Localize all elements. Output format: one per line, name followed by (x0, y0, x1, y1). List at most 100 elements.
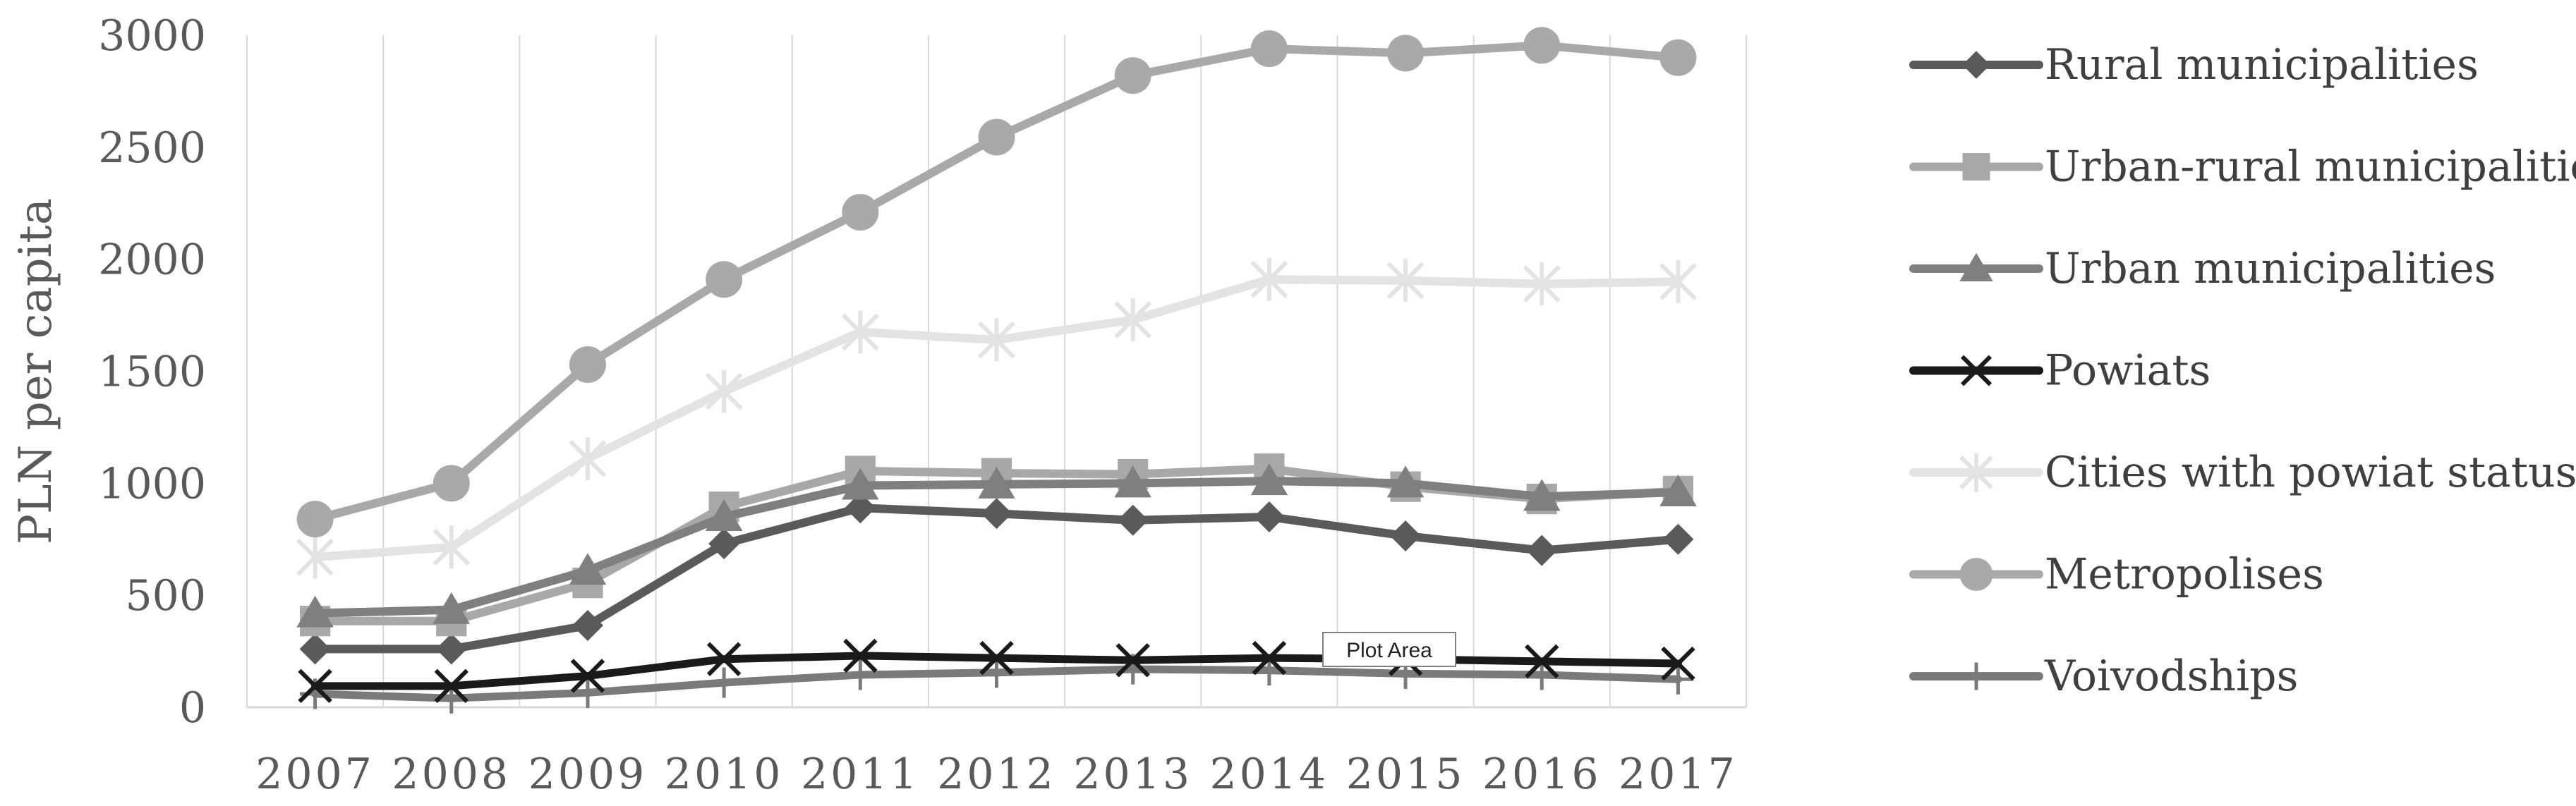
x-tick-label: 2011 (801, 750, 920, 799)
data-point-diamond (1662, 523, 1694, 555)
y-tick-label: 2000 (98, 236, 206, 285)
series-metropolises (296, 27, 1697, 538)
data-point-x (570, 659, 605, 693)
x-tick-label: 2014 (1210, 750, 1329, 799)
data-point-star (705, 370, 743, 413)
x-tick-label: 2016 (1482, 750, 1602, 799)
data-point-diamond (1253, 501, 1285, 532)
data-point-x (1252, 640, 1287, 676)
x-tick-label: 2013 (1073, 750, 1192, 799)
data-point-diamond (1526, 535, 1558, 566)
data-point-circle (978, 118, 1015, 156)
tooltip-text: Plot Area (1346, 639, 1432, 662)
legend-item: Voivodships (1909, 652, 2298, 701)
y-tick-label: 2500 (98, 123, 206, 173)
data-point-triangle (1523, 479, 1561, 511)
data-point-star (1523, 262, 1561, 305)
data-point-x (843, 638, 878, 673)
x-tick-label: 2012 (937, 750, 1056, 799)
data-point-x (434, 668, 468, 704)
data-point-circle (706, 261, 743, 298)
legend-label: Metropolises (2045, 550, 2324, 599)
vertical-gridlines (246, 35, 1747, 707)
tooltip-box (1322, 632, 1456, 667)
data-point-diamond (1962, 51, 1990, 79)
x-tick-label: 2009 (528, 750, 648, 799)
x-tick-label: 2010 (665, 750, 784, 799)
data-point-square (1962, 153, 1990, 181)
data-point-star (1959, 453, 1993, 492)
data-point-star (841, 310, 879, 354)
data-point-diamond (1390, 520, 1422, 551)
y-tick-label: 1500 (98, 348, 206, 397)
data-point-star (1659, 260, 1697, 303)
data-point-diamond (1117, 504, 1149, 536)
data-point-diamond (708, 528, 740, 560)
series-layer (296, 27, 1697, 714)
data-point-plus (1962, 662, 1990, 690)
legend-item: Urban-rural municipalities (1909, 142, 2576, 192)
data-point-diamond (572, 610, 603, 642)
y-axis-label: PLN per capita (10, 198, 62, 544)
data-point-x (1960, 355, 1993, 386)
legend-label: Voivodships (2044, 652, 2298, 701)
data-point-triangle (1386, 465, 1425, 498)
data-point-star (569, 437, 607, 480)
data-point-diamond (845, 492, 876, 524)
data-point-circle (1387, 35, 1425, 72)
legend-label: Urban municipalities (2045, 244, 2496, 293)
data-point-circle (842, 193, 879, 231)
data-point-triangle (842, 468, 879, 500)
data-point-triangle (1250, 463, 1288, 496)
data-point-star (1386, 259, 1425, 303)
data-point-circle (1250, 30, 1288, 68)
data-point-triangle (1959, 252, 1993, 281)
data-point-plus (708, 667, 739, 698)
data-point-triangle (569, 553, 607, 585)
y-tick-label: 500 (125, 571, 206, 621)
data-point-x (1525, 644, 1559, 679)
legend-item: Urban municipalities (1909, 244, 2496, 293)
data-point-triangle (705, 499, 743, 531)
legend-label: Rural municipalities (2045, 40, 2479, 90)
data-point-plus (572, 677, 603, 708)
x-axis-tick-labels: 2007 2008 2009 2010 2011 2012 2013 2014 2015 2016… (255, 750, 1738, 799)
legend-label: Cities with powiat status (2045, 448, 2576, 497)
y-axis-tick-labels: 0 500 1000 1500 2000 2500 3000 (98, 11, 206, 733)
legend-item: Cities with powiat status (1909, 448, 2576, 497)
y-tick-label: 0 (179, 683, 206, 733)
data-point-star (1114, 298, 1152, 341)
y-tick-label: 1000 (98, 459, 206, 508)
data-point-plus (1662, 664, 1694, 695)
data-point-plus (981, 657, 1012, 688)
data-point-star (1250, 257, 1288, 301)
data-point-triangle (978, 466, 1015, 499)
data-point-circle (1959, 558, 1993, 591)
legend-label: Urban-rural municipalities (2045, 142, 2576, 192)
x-tick-label: 2017 (1619, 750, 1738, 799)
data-point-x (979, 640, 1014, 676)
plot-area-tooltip: Plot Area (1322, 632, 1456, 667)
data-point-circle (1659, 39, 1697, 76)
data-point-circle (1114, 57, 1151, 94)
x-tick-label: 2008 (392, 750, 511, 799)
data-point-star (296, 535, 334, 579)
data-point-diamond (299, 633, 331, 665)
data-point-diamond (981, 498, 1012, 530)
data-point-star (433, 525, 471, 569)
data-point-x (1115, 643, 1150, 678)
data-point-triangle (433, 592, 471, 624)
data-point-star (978, 318, 1015, 362)
data-point-x (298, 668, 332, 704)
x-tick-label: 2007 (255, 750, 375, 799)
data-point-triangle (1659, 475, 1697, 507)
data-point-circle (433, 465, 470, 502)
data-point-x (1661, 646, 1695, 681)
data-point-circle (1523, 27, 1561, 64)
data-point-circle (296, 501, 334, 538)
data-point-triangle (296, 595, 334, 628)
data-point-x (706, 642, 742, 676)
y-tick-label: 3000 (98, 11, 206, 61)
x-tick-label: 2015 (1346, 750, 1465, 799)
